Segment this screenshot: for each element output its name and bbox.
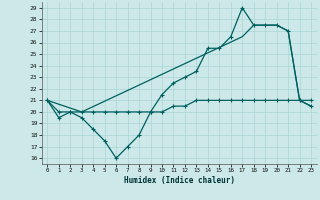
X-axis label: Humidex (Indice chaleur): Humidex (Indice chaleur)	[124, 176, 235, 185]
